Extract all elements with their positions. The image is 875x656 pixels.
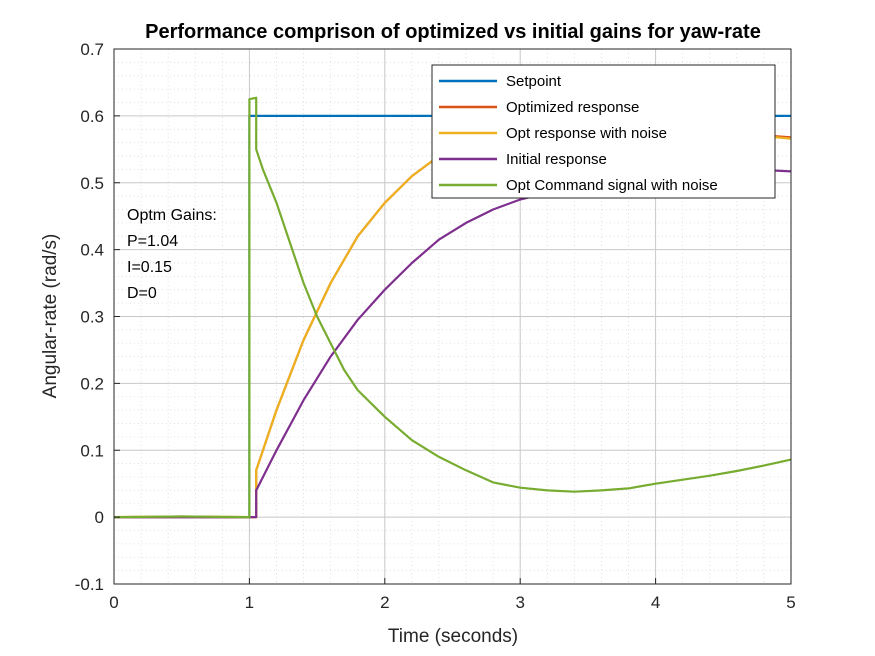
legend-box	[431, 64, 776, 199]
y-tick-label: 0.3	[80, 308, 104, 327]
annotation-line-4: D=0	[127, 285, 157, 302]
legend: Setpoint Optimized response Opt response w…	[431, 64, 776, 199]
y-tick-label: 0.4	[80, 241, 104, 260]
x-tick-label: 3	[515, 593, 524, 612]
y-tick-label: 0.1	[80, 441, 104, 460]
legend-label: Initial response	[506, 151, 607, 168]
y-tick-label: 0.6	[80, 107, 104, 126]
annotation-line-2: P=1.04	[127, 233, 178, 250]
gains-annotation: Optm Gains: P=1.04 I=0.15 D=0	[127, 207, 217, 302]
y-axis-label: Angular-rate (rad/s)	[40, 234, 61, 399]
x-axis-label: Time (seconds)	[388, 626, 518, 647]
y-tick-label: -0.1	[75, 575, 104, 594]
x-tick-label: 4	[651, 593, 660, 612]
annotation-line-1: Optm Gains:	[127, 207, 217, 224]
series-line-5	[113, 96, 792, 519]
annotation-line-3: I=0.15	[127, 259, 172, 276]
x-tick-label: 0	[109, 593, 118, 612]
y-tick-label: 0.2	[80, 374, 104, 393]
y-axis-ticks: -0.1 0 0.1 0.2 0.3 0.4 0.5 0.6 0.7	[75, 40, 120, 594]
chart-title: Performance comprison of optimized vs in…	[145, 21, 761, 43]
y-tick-label: 0.7	[80, 40, 104, 59]
legend-label: Opt response with noise	[506, 125, 667, 142]
x-axis-ticks: 0 1 2 3 4 5	[109, 578, 796, 612]
y-tick-label: 0.5	[80, 174, 104, 193]
x-tick-label: 5	[786, 593, 795, 612]
legend-label: Setpoint	[506, 73, 562, 90]
y-tick-label: 0	[95, 508, 104, 527]
legend-label: Optimized response	[506, 99, 639, 116]
x-tick-label: 2	[380, 593, 389, 612]
legend-items: Setpoint Optimized response Opt response w…	[439, 73, 718, 194]
legend-label: Opt Command signal with noise	[506, 177, 718, 194]
x-tick-label: 1	[245, 593, 254, 612]
